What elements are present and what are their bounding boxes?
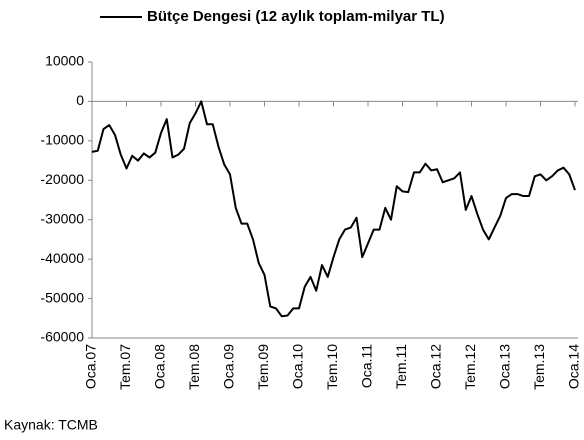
y-tick-label: 0 <box>76 92 84 108</box>
x-tick-label: Tem.09 <box>255 344 271 390</box>
y-tick-label: -60000 <box>40 329 84 345</box>
x-tick-label: Oca.12 <box>428 344 444 389</box>
x-tick-label: Tem.11 <box>393 344 409 389</box>
x-tick-label: Oca.10 <box>290 344 306 389</box>
y-tick-label: -20000 <box>40 171 84 187</box>
x-tick-label: Tem.07 <box>117 344 133 390</box>
x-tick-label: Oca.07 <box>83 344 99 389</box>
y-tick-label: -10000 <box>40 132 84 148</box>
x-tick-label: Oca.13 <box>497 344 513 389</box>
x-tick-label: Tem.12 <box>462 344 478 390</box>
source-note: Kaynak: TCMB <box>4 417 98 433</box>
y-tick-label: 10000 <box>45 53 84 69</box>
y-tick-label: -40000 <box>40 250 84 266</box>
x-tick-label: Oca.11 <box>359 344 375 388</box>
x-tick-label: Oca.14 <box>566 344 582 389</box>
x-tick-label: Oca.08 <box>152 344 168 389</box>
x-tick-label: Tem.13 <box>531 344 547 390</box>
y-tick-label: -50000 <box>40 289 84 305</box>
x-tick-label: Oca.09 <box>221 344 237 389</box>
data-line <box>91 100 576 318</box>
y-tick-label: -30000 <box>40 210 84 226</box>
legend-label: Bütçe Dengesi (12 aylık toplam-milyar TL… <box>147 8 445 25</box>
x-tick-label: Tem.10 <box>324 344 340 390</box>
x-tick-label: Tem.08 <box>186 344 202 390</box>
